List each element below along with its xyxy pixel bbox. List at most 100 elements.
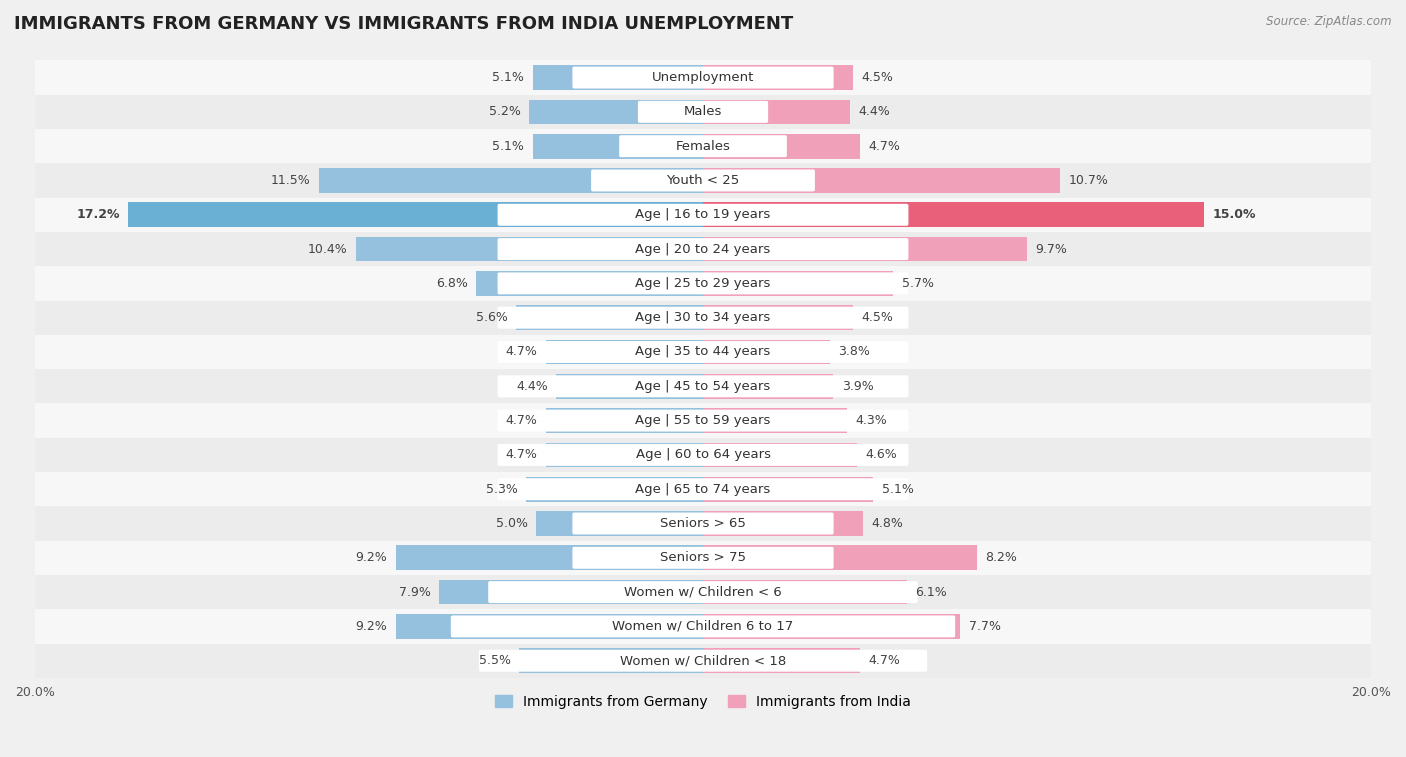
Text: Seniors > 75: Seniors > 75 bbox=[659, 551, 747, 564]
FancyBboxPatch shape bbox=[498, 375, 908, 397]
Text: Age | 45 to 54 years: Age | 45 to 54 years bbox=[636, 380, 770, 393]
Bar bbox=[128, 202, 703, 227]
Bar bbox=[35, 266, 1371, 301]
FancyBboxPatch shape bbox=[498, 238, 908, 260]
Text: 11.5%: 11.5% bbox=[271, 174, 311, 187]
Bar bbox=[35, 164, 1371, 198]
Text: 5.7%: 5.7% bbox=[901, 277, 934, 290]
Text: 6.1%: 6.1% bbox=[915, 586, 946, 599]
Text: 4.7%: 4.7% bbox=[506, 414, 537, 427]
Bar bbox=[703, 237, 1026, 261]
FancyBboxPatch shape bbox=[488, 581, 918, 603]
Text: 6.8%: 6.8% bbox=[436, 277, 468, 290]
Text: Age | 30 to 34 years: Age | 30 to 34 years bbox=[636, 311, 770, 324]
Text: 4.7%: 4.7% bbox=[506, 345, 537, 359]
Text: 5.5%: 5.5% bbox=[479, 654, 510, 667]
Bar bbox=[35, 643, 1371, 678]
FancyBboxPatch shape bbox=[572, 512, 834, 534]
Text: 4.8%: 4.8% bbox=[872, 517, 904, 530]
Bar bbox=[703, 202, 1204, 227]
Bar bbox=[703, 648, 860, 673]
Bar bbox=[555, 374, 703, 399]
Bar bbox=[319, 168, 703, 193]
FancyBboxPatch shape bbox=[498, 273, 908, 294]
Text: 5.2%: 5.2% bbox=[489, 105, 522, 118]
Text: 17.2%: 17.2% bbox=[76, 208, 120, 221]
Text: Age | 60 to 64 years: Age | 60 to 64 years bbox=[636, 448, 770, 462]
Text: Women w/ Children 6 to 17: Women w/ Children 6 to 17 bbox=[613, 620, 793, 633]
Text: 8.2%: 8.2% bbox=[986, 551, 1017, 564]
Text: Males: Males bbox=[683, 105, 723, 118]
Bar bbox=[35, 472, 1371, 506]
Bar bbox=[35, 403, 1371, 438]
Bar bbox=[395, 546, 703, 570]
Text: Women w/ Children < 18: Women w/ Children < 18 bbox=[620, 654, 786, 667]
Bar bbox=[703, 134, 860, 158]
Bar bbox=[546, 340, 703, 364]
Bar bbox=[703, 614, 960, 639]
Bar bbox=[35, 129, 1371, 164]
Text: IMMIGRANTS FROM GERMANY VS IMMIGRANTS FROM INDIA UNEMPLOYMENT: IMMIGRANTS FROM GERMANY VS IMMIGRANTS FR… bbox=[14, 15, 793, 33]
Bar bbox=[703, 408, 846, 433]
Bar bbox=[703, 477, 873, 502]
Bar bbox=[703, 65, 853, 90]
Bar bbox=[35, 609, 1371, 643]
FancyBboxPatch shape bbox=[591, 170, 815, 192]
Bar bbox=[439, 580, 703, 604]
Text: 7.7%: 7.7% bbox=[969, 620, 1001, 633]
FancyBboxPatch shape bbox=[479, 650, 927, 671]
Bar bbox=[546, 443, 703, 467]
Text: Unemployment: Unemployment bbox=[652, 71, 754, 84]
Bar bbox=[533, 65, 703, 90]
FancyBboxPatch shape bbox=[572, 547, 834, 569]
Text: Youth < 25: Youth < 25 bbox=[666, 174, 740, 187]
Text: Source: ZipAtlas.com: Source: ZipAtlas.com bbox=[1267, 15, 1392, 28]
Bar bbox=[529, 99, 703, 124]
Bar bbox=[35, 198, 1371, 232]
Bar bbox=[35, 575, 1371, 609]
Text: 5.6%: 5.6% bbox=[475, 311, 508, 324]
Bar bbox=[703, 99, 851, 124]
Text: 15.0%: 15.0% bbox=[1212, 208, 1256, 221]
Text: 10.7%: 10.7% bbox=[1069, 174, 1109, 187]
Bar bbox=[35, 232, 1371, 266]
Text: Women w/ Children < 6: Women w/ Children < 6 bbox=[624, 586, 782, 599]
Text: 4.7%: 4.7% bbox=[869, 140, 900, 153]
Text: 5.0%: 5.0% bbox=[496, 517, 527, 530]
Bar bbox=[356, 237, 703, 261]
Bar bbox=[475, 271, 703, 296]
Text: 3.9%: 3.9% bbox=[842, 380, 873, 393]
FancyBboxPatch shape bbox=[498, 341, 908, 363]
Bar bbox=[35, 438, 1371, 472]
Bar bbox=[703, 511, 863, 536]
Text: 4.4%: 4.4% bbox=[516, 380, 548, 393]
Legend: Immigrants from Germany, Immigrants from India: Immigrants from Germany, Immigrants from… bbox=[489, 689, 917, 714]
Bar bbox=[35, 335, 1371, 369]
Bar bbox=[703, 305, 853, 330]
FancyBboxPatch shape bbox=[451, 615, 955, 637]
Text: Age | 35 to 44 years: Age | 35 to 44 years bbox=[636, 345, 770, 359]
Bar bbox=[35, 506, 1371, 540]
Bar bbox=[516, 305, 703, 330]
Text: Age | 55 to 59 years: Age | 55 to 59 years bbox=[636, 414, 770, 427]
FancyBboxPatch shape bbox=[498, 204, 908, 226]
FancyBboxPatch shape bbox=[498, 307, 908, 329]
Bar bbox=[703, 546, 977, 570]
Text: Females: Females bbox=[675, 140, 731, 153]
FancyBboxPatch shape bbox=[498, 478, 908, 500]
Bar bbox=[35, 301, 1371, 335]
Text: 4.6%: 4.6% bbox=[865, 448, 897, 462]
Bar bbox=[35, 369, 1371, 403]
Bar bbox=[703, 168, 1060, 193]
Text: 4.7%: 4.7% bbox=[506, 448, 537, 462]
Text: 9.2%: 9.2% bbox=[356, 620, 387, 633]
Text: 5.3%: 5.3% bbox=[485, 483, 517, 496]
Text: 5.1%: 5.1% bbox=[492, 140, 524, 153]
Bar bbox=[546, 408, 703, 433]
Bar bbox=[395, 614, 703, 639]
Bar bbox=[536, 511, 703, 536]
Text: 10.4%: 10.4% bbox=[308, 242, 347, 256]
FancyBboxPatch shape bbox=[572, 67, 834, 89]
FancyBboxPatch shape bbox=[498, 410, 908, 431]
Bar bbox=[703, 374, 834, 399]
